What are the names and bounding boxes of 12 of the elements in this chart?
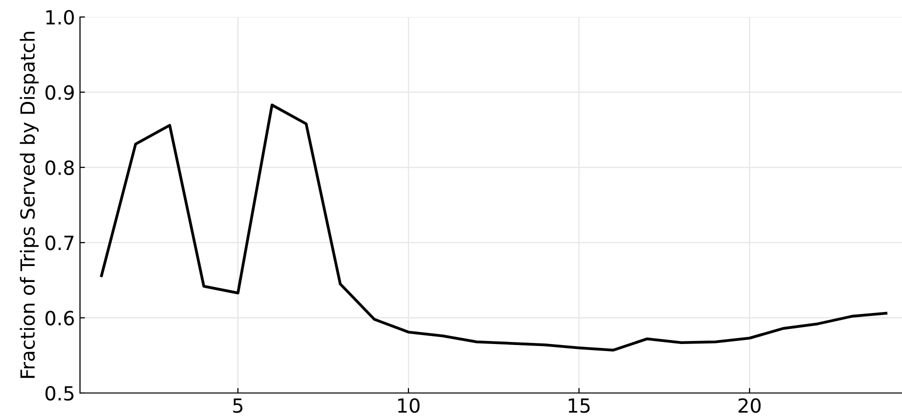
y-tick-label: 0.6: [46, 310, 74, 326]
y-tick-label: 0.8: [46, 160, 74, 176]
x-tick-label: 15: [568, 398, 590, 413]
y-tick-label: 0.5: [46, 386, 74, 401]
y-tick-label: 0.9: [46, 85, 74, 100]
y-tick-label: 0.7: [46, 236, 74, 250]
x-tick-label: 5: [233, 398, 242, 413]
y-axis-title: Fraction of Trips Served by Dispatch: [20, 32, 39, 378]
x-tick-label: 20: [738, 398, 761, 413]
line-series: [100, 104, 888, 352]
y-tick-label: 1.0: [46, 10, 74, 25]
x-tick-label: 10: [398, 398, 420, 413]
